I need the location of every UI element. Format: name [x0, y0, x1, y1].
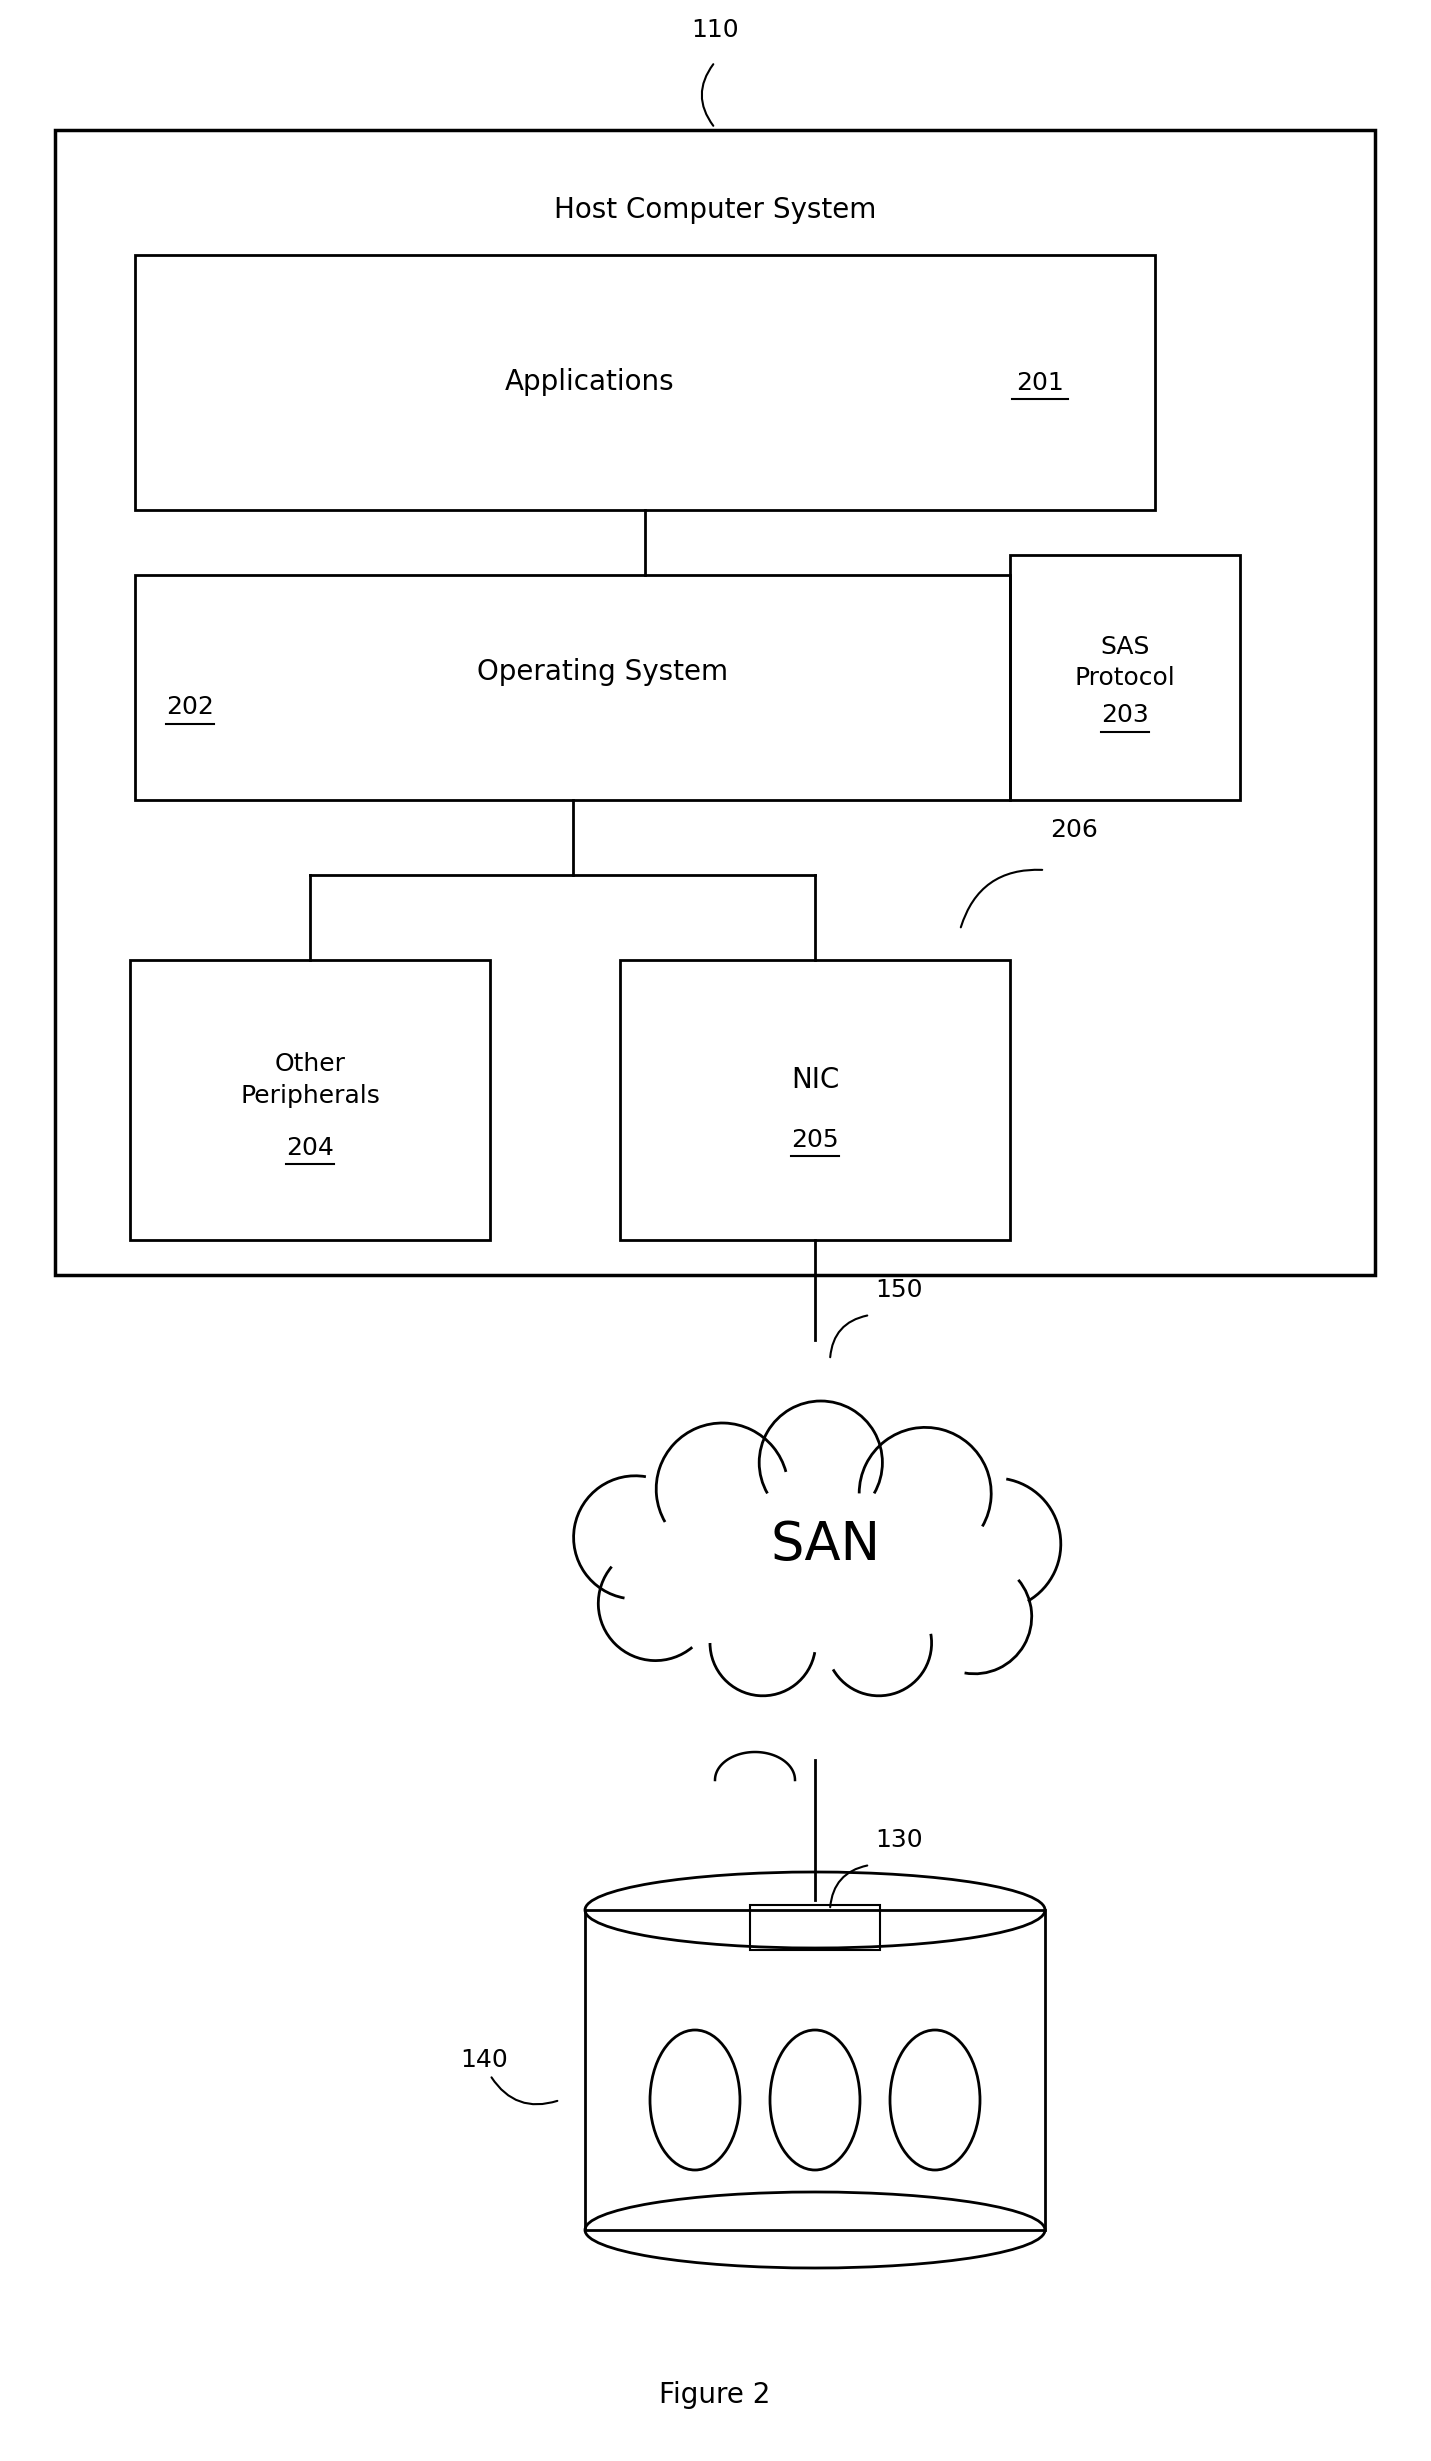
Text: Applications: Applications [505, 369, 675, 396]
Bar [130, 960, 489, 1240]
Text: NIC: NIC [791, 1066, 839, 1095]
Text: 110: 110 [691, 17, 738, 42]
Text: 140: 140 [459, 2048, 508, 2072]
Bar [750, 1905, 880, 1949]
Text: 150: 150 [874, 1277, 923, 1302]
Text: 203: 203 [1100, 704, 1149, 728]
Bar [135, 256, 1155, 509]
Text: 201: 201 [1016, 372, 1063, 394]
Text: Figure 2: Figure 2 [660, 2380, 771, 2409]
Text: 130: 130 [874, 1829, 923, 1853]
Text: 206: 206 [1050, 817, 1098, 842]
Bar [135, 576, 1010, 800]
Text: 204: 204 [286, 1137, 333, 1159]
Text: SAN: SAN [770, 1518, 880, 1570]
Bar [1010, 556, 1241, 800]
Text: 205: 205 [791, 1127, 839, 1152]
Bar [54, 130, 1375, 1275]
Text: 202: 202 [166, 696, 215, 719]
Text: SAS
Protocol: SAS Protocol [1075, 635, 1175, 689]
Text: Other
Peripherals: Other Peripherals [240, 1053, 381, 1107]
Bar [620, 960, 1010, 1240]
Bar [585, 1910, 1045, 2230]
Text: Operating System: Operating System [477, 660, 728, 687]
Text: Host Computer System: Host Computer System [554, 197, 876, 224]
